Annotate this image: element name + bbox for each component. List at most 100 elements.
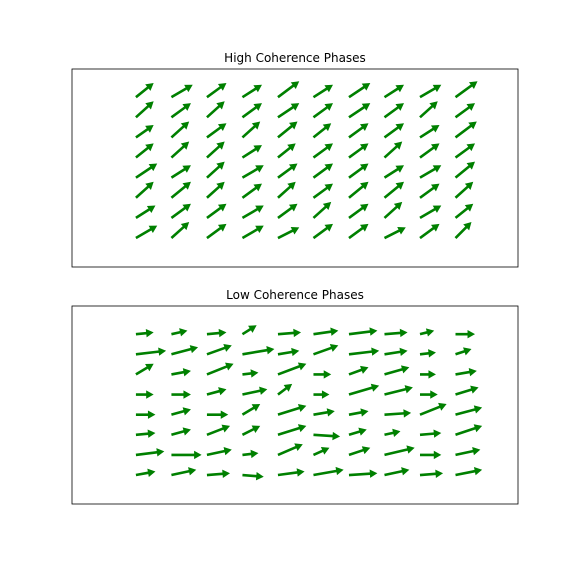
arrow — [454, 143, 476, 159]
arrow — [455, 405, 483, 416]
arrow — [419, 205, 442, 220]
arrow — [241, 225, 264, 240]
arrow — [312, 123, 332, 139]
arrow — [384, 328, 408, 338]
arrow — [241, 145, 262, 159]
arrow — [135, 429, 156, 438]
arrow — [170, 84, 193, 99]
arrow — [419, 370, 436, 379]
arrow — [419, 402, 447, 416]
arrow — [419, 183, 440, 199]
arrow — [206, 447, 232, 457]
arrow — [135, 448, 165, 457]
arrow — [241, 165, 264, 179]
arrow — [454, 181, 474, 199]
arrow — [312, 84, 333, 99]
arrow — [313, 327, 339, 336]
arrow — [277, 347, 300, 357]
arrow — [313, 408, 335, 417]
arrow — [170, 222, 190, 239]
arrow — [277, 383, 293, 396]
arrow — [384, 428, 401, 437]
arrow — [277, 404, 307, 416]
arrow — [384, 445, 415, 457]
arrow — [348, 327, 378, 336]
chart-title: High Coherence Phases — [224, 51, 366, 65]
arrow — [348, 347, 380, 356]
arrow — [348, 446, 371, 457]
arrow — [455, 329, 476, 339]
arrow — [135, 205, 156, 219]
arrow — [170, 181, 191, 199]
arrow — [419, 124, 440, 139]
arrow — [312, 223, 333, 240]
arrow — [348, 181, 369, 199]
arrow — [171, 328, 188, 337]
arrow — [135, 101, 154, 119]
arrow — [383, 226, 406, 240]
arrow — [206, 362, 234, 376]
arrow — [348, 82, 371, 99]
arrow — [455, 467, 483, 477]
arrow — [313, 370, 332, 379]
arrow — [383, 123, 405, 139]
arrow — [206, 161, 225, 179]
arrow — [348, 383, 380, 396]
arrow — [313, 343, 339, 356]
arrow — [313, 390, 330, 399]
arrow — [135, 82, 154, 99]
arrow — [313, 466, 344, 477]
arrow — [277, 203, 298, 219]
arrow — [277, 226, 300, 240]
arrow — [454, 81, 478, 99]
arrow — [419, 469, 444, 479]
arrow — [455, 367, 477, 377]
arrow — [419, 143, 440, 159]
arrow — [419, 165, 442, 179]
arrow — [242, 386, 268, 396]
axes-frame — [71, 68, 519, 268]
chart-title: Low Coherence Phases — [226, 288, 364, 302]
arrow — [206, 410, 229, 419]
arrow — [348, 123, 369, 139]
arrow — [348, 203, 369, 219]
arrow — [454, 103, 476, 119]
arrow — [206, 223, 227, 240]
arrow — [384, 467, 410, 477]
arrow — [277, 181, 296, 199]
arrow — [206, 82, 227, 99]
arrow — [312, 103, 333, 119]
arrow — [135, 468, 156, 477]
arrow — [171, 427, 191, 437]
arrow — [241, 205, 264, 220]
arrow — [312, 163, 333, 179]
arrow — [206, 181, 225, 199]
arrow — [135, 143, 154, 159]
arrow — [171, 407, 191, 416]
arrow — [383, 84, 405, 99]
arrow — [241, 404, 261, 416]
arrow — [170, 103, 191, 119]
arrow — [312, 201, 332, 219]
arrow — [454, 161, 476, 179]
arrow — [348, 143, 369, 159]
arrow — [135, 363, 154, 376]
arrow — [384, 385, 413, 396]
arrow — [455, 347, 472, 356]
arrow — [135, 347, 167, 356]
arrow — [206, 343, 232, 356]
arrow — [419, 450, 442, 460]
arrow — [241, 103, 262, 119]
arrow — [135, 124, 154, 139]
arrow — [171, 345, 199, 356]
arrow — [241, 325, 257, 336]
arrow — [206, 424, 231, 436]
arrow — [242, 346, 275, 356]
arrow — [383, 141, 403, 159]
arrow — [135, 225, 158, 240]
arrow — [312, 183, 333, 199]
arrow — [277, 163, 298, 179]
arrow — [277, 424, 307, 437]
